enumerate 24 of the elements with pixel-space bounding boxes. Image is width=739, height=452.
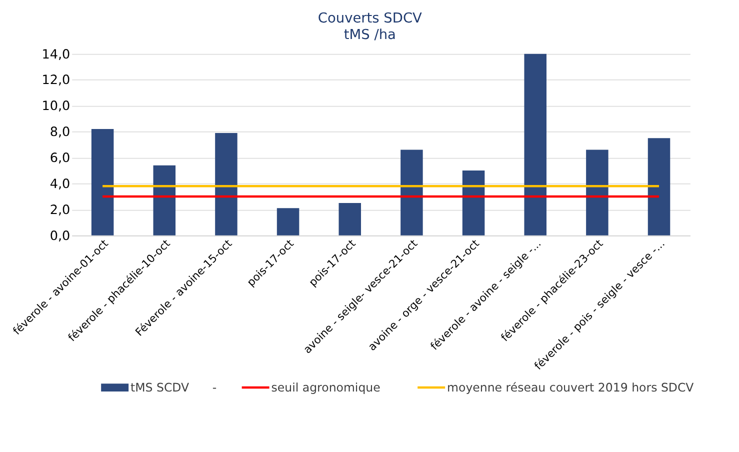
y-tick-label: 14,0 <box>42 47 70 62</box>
legend-label: moyenne réseau couvert 2019 hors SDCV <box>447 380 694 394</box>
legend-label: tMS SCDV <box>130 380 190 394</box>
bar <box>586 150 608 236</box>
bar <box>215 132 238 236</box>
y-tick-label: 10,0 <box>42 99 70 114</box>
bar <box>462 170 485 236</box>
bar <box>153 165 176 236</box>
y-tick-label: 6,0 <box>50 151 70 166</box>
bar <box>276 208 300 236</box>
bar <box>524 54 546 236</box>
text: - <box>212 380 217 394</box>
chart-subtitle: tMS /ha <box>344 27 396 44</box>
bar <box>91 129 114 236</box>
chart-title: Couverts SDCV <box>318 10 423 26</box>
bar <box>400 150 423 236</box>
y-tick-label: 12,0 <box>42 73 70 88</box>
y-tick-label: 8,0 <box>50 125 70 140</box>
legend-label: seuil agronomique <box>271 380 380 394</box>
y-tick-label: 0,0 <box>50 228 70 244</box>
bar <box>338 202 361 236</box>
y-tick-label: 4,0 <box>50 176 70 192</box>
bar <box>648 138 670 236</box>
y-tick-label: 2,0 <box>50 202 70 218</box>
